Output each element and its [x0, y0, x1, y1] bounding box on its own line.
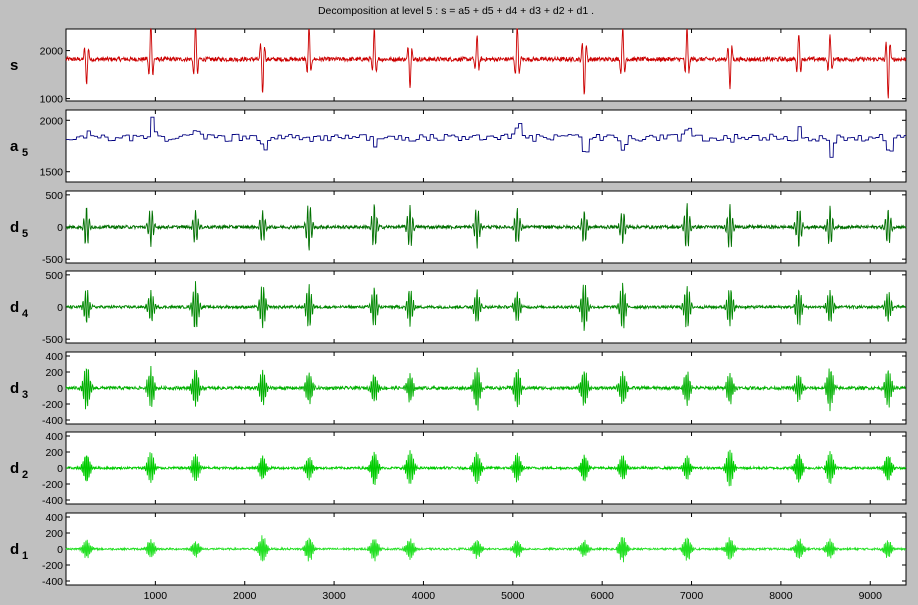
panel-axes-box	[65, 109, 907, 183]
y-tick-label: 1500	[40, 167, 64, 179]
y-tick-label: 2000	[40, 46, 64, 58]
series-line	[65, 281, 907, 331]
y-tick-label: -500	[42, 334, 63, 346]
y-tick-label: -200	[42, 560, 63, 572]
x-tick-label: 6000	[590, 590, 614, 602]
x-tick-label: 3000	[322, 590, 346, 602]
panel-1: s 1000 2000	[10, 27, 907, 106]
y-tick-label: -400	[42, 495, 63, 507]
panel-label-subscript: 1	[22, 550, 28, 562]
y-tick-label: 0	[57, 383, 63, 395]
y-tick-label: 200	[45, 528, 63, 540]
panel-label: d	[10, 541, 19, 558]
panel-label-subscript: 5	[22, 228, 28, 240]
panel-label: d	[10, 460, 19, 477]
x-tick-label: 8000	[769, 590, 793, 602]
panel-7: d 1 -400 -200 0 200 400	[10, 512, 907, 588]
panel-label: d	[10, 219, 19, 236]
y-tick-label: 0	[57, 544, 63, 556]
series-line	[65, 365, 907, 412]
x-axis: 1000 2000 3000 4000 5000 6000 7000 8000 9000	[144, 590, 882, 602]
x-tick-label: 5000	[501, 590, 525, 602]
y-tick-label: 400	[45, 512, 63, 524]
panel-label-subscript: 4	[22, 308, 29, 320]
panel-label: d	[10, 380, 19, 397]
series-line	[65, 203, 907, 251]
series-line	[65, 535, 907, 563]
y-tick-label: 400	[45, 431, 63, 443]
panel-label: d	[10, 299, 19, 316]
y-tick-label: 500	[45, 270, 63, 282]
x-tick-label: 1000	[144, 590, 168, 602]
panel-4: d 4 -500 0 500	[10, 270, 907, 346]
x-tick-label: 2000	[233, 590, 257, 602]
y-tick-label: 0	[57, 222, 63, 234]
y-tick-label: 0	[57, 302, 63, 314]
y-tick-label: 200	[45, 367, 63, 379]
panel-label: a	[10, 138, 19, 155]
panel-2: a 5 1500 2000	[10, 109, 907, 183]
x-tick-label: 9000	[859, 590, 883, 602]
y-tick-label: -200	[42, 479, 63, 491]
panel-label-subscript: 3	[22, 389, 28, 401]
series-line	[65, 27, 907, 99]
figure-title: Decomposition at level 5 : s = a5 + d5 +…	[318, 5, 594, 17]
panel-label-subscript: 5	[22, 147, 28, 159]
series-line	[65, 449, 907, 487]
y-tick-label: -500	[42, 254, 63, 266]
y-tick-label: 400	[45, 351, 63, 363]
y-tick-label: 1000	[40, 94, 64, 106]
panel-label: s	[10, 57, 18, 74]
series-line	[66, 116, 906, 158]
y-tick-label: -200	[42, 399, 63, 411]
x-tick-label: 7000	[680, 590, 704, 602]
panel-label-subscript: 2	[22, 469, 28, 481]
x-tick-label: 4000	[412, 590, 436, 602]
panel-3: d 5 -500 0 500	[10, 190, 907, 266]
panel-axes-box	[65, 28, 907, 102]
y-tick-label: 2000	[40, 115, 64, 127]
y-tick-label: -400	[42, 415, 63, 427]
panel-6: d 2 -400 -200 0 200 400	[10, 431, 907, 507]
y-tick-label: -400	[42, 576, 63, 588]
y-tick-label: 200	[45, 447, 63, 459]
y-tick-label: 500	[45, 190, 63, 202]
panel-5: d 3 -400 -200 0 200 400	[10, 351, 907, 427]
y-tick-label: 0	[57, 463, 63, 475]
